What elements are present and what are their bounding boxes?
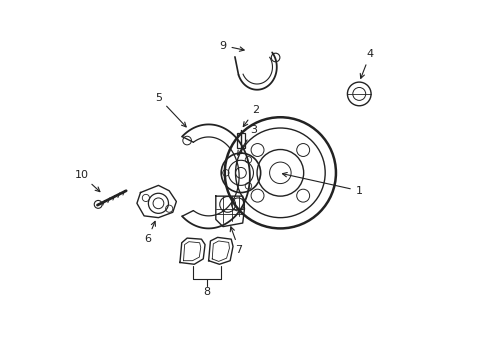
Bar (237, 134, 244, 148)
Text: 10: 10 (74, 170, 100, 192)
Text: 9: 9 (219, 41, 244, 51)
Text: 8: 8 (203, 287, 210, 297)
Text: 5: 5 (155, 93, 186, 127)
Text: 2: 2 (243, 105, 258, 127)
Text: 4: 4 (360, 49, 373, 78)
Text: 7: 7 (230, 227, 242, 255)
Text: 3: 3 (237, 125, 256, 155)
Text: 6: 6 (144, 221, 155, 244)
Text: 1: 1 (282, 172, 362, 196)
